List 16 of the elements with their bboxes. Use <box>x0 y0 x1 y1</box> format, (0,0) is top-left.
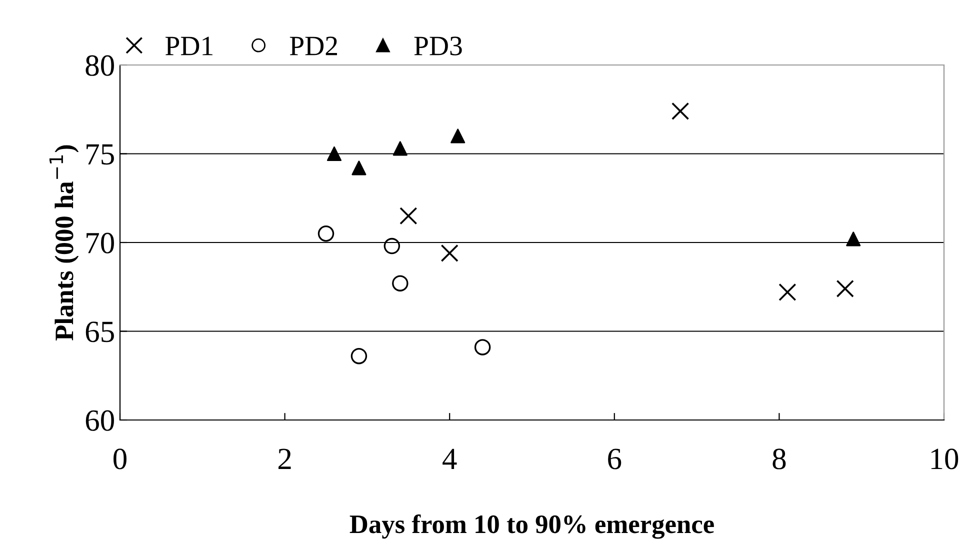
y-tick-label: 70 <box>86 232 114 254</box>
x-tick-label: 10 <box>931 448 958 470</box>
x-tick-label: 8 <box>772 448 786 470</box>
y-tick-label: 80 <box>86 55 114 76</box>
legend-label: PD3 <box>414 36 462 56</box>
x-tick-label: 2 <box>278 448 291 469</box>
x-tick-label: 6 <box>608 448 622 470</box>
legend-label: PD1 <box>166 36 212 56</box>
legend-label: PD2 <box>290 36 337 56</box>
x-axis-title: Days from 10 to 90% emergence <box>350 514 714 539</box>
y-tick-label: 60 <box>86 410 114 431</box>
x-tick-label: 0 <box>114 448 126 470</box>
y-tick-label: 75 <box>86 144 114 165</box>
y-axis-title: Plants (000 ha$^{−1}$) <box>49 145 79 340</box>
y-tick-label: 65 <box>86 322 114 342</box>
x-tick-label: 4 <box>442 448 457 469</box>
